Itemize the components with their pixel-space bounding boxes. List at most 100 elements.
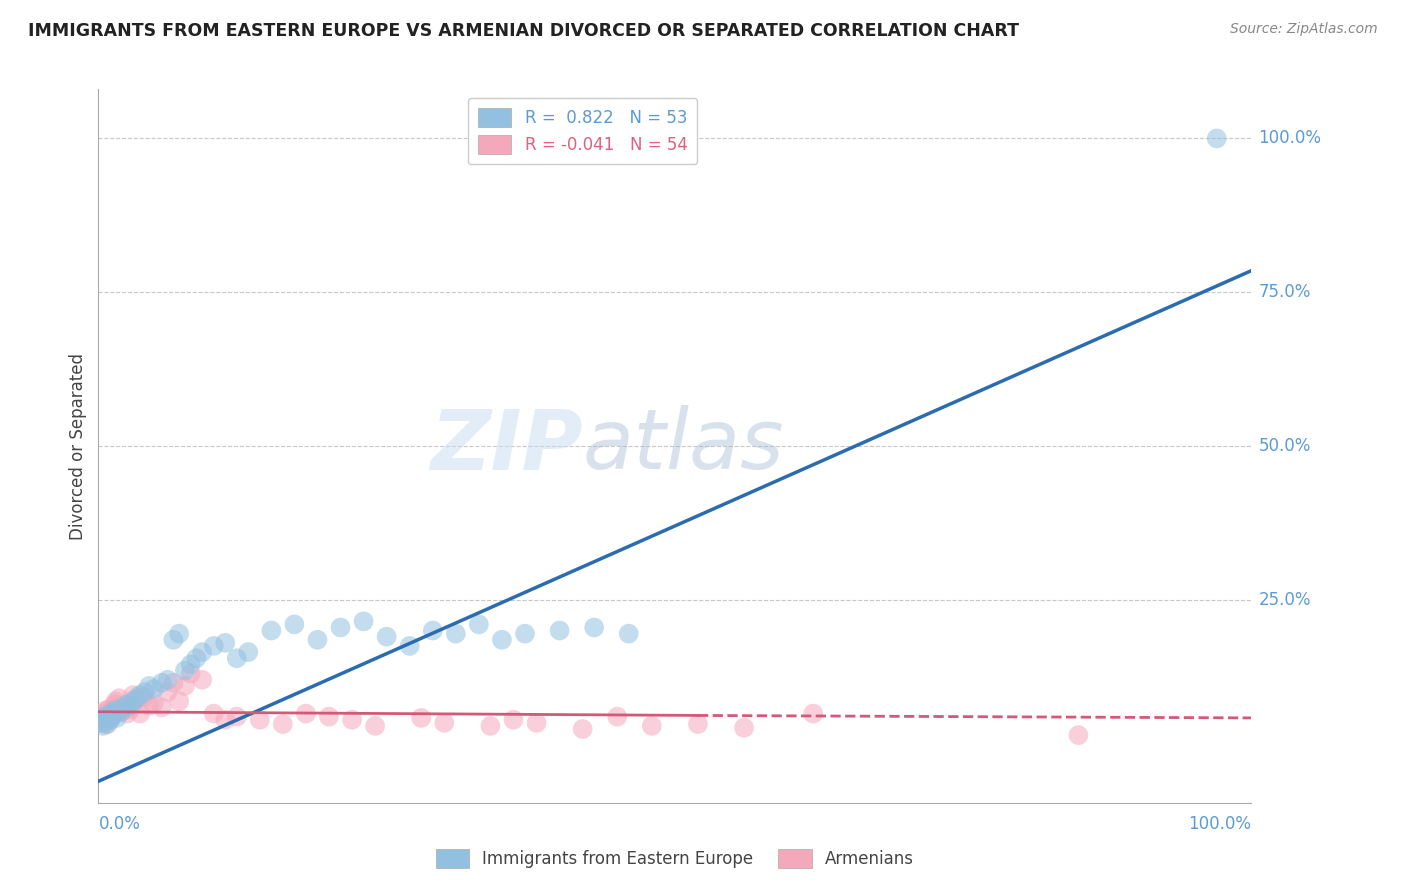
Point xyxy=(103,698,125,712)
Point xyxy=(90,709,112,723)
Point xyxy=(105,711,128,725)
Point xyxy=(138,698,160,713)
Point xyxy=(295,706,318,721)
Point xyxy=(94,714,117,729)
Point xyxy=(129,706,152,721)
Point xyxy=(125,692,148,706)
Point xyxy=(260,624,283,638)
Point xyxy=(156,673,179,687)
Point xyxy=(96,711,118,725)
Text: 100.0%: 100.0% xyxy=(1188,815,1251,833)
Point xyxy=(340,713,363,727)
Point xyxy=(353,615,375,629)
Point xyxy=(150,700,173,714)
Point xyxy=(617,626,640,640)
Point xyxy=(318,709,340,723)
Point xyxy=(606,709,628,723)
Point xyxy=(120,698,142,713)
Point xyxy=(491,632,513,647)
Text: 75.0%: 75.0% xyxy=(1258,283,1310,301)
Point xyxy=(162,632,184,647)
Point xyxy=(571,722,593,736)
Point xyxy=(1067,728,1090,742)
Point xyxy=(138,679,160,693)
Point xyxy=(110,705,132,719)
Text: ZIP: ZIP xyxy=(430,406,582,486)
Point xyxy=(513,626,536,640)
Point xyxy=(583,620,606,634)
Point xyxy=(98,713,121,727)
Point xyxy=(468,617,491,632)
Point xyxy=(364,719,387,733)
Point xyxy=(97,708,120,723)
Point xyxy=(422,624,444,638)
Point xyxy=(100,706,122,721)
Point xyxy=(97,702,120,716)
Point xyxy=(444,626,467,640)
Point xyxy=(89,713,111,727)
Legend: Immigrants from Eastern Europe, Armenians: Immigrants from Eastern Europe, Armenian… xyxy=(429,842,921,875)
Point xyxy=(117,698,138,712)
Point xyxy=(502,713,524,727)
Point xyxy=(162,676,184,690)
Point xyxy=(103,704,125,718)
Point xyxy=(101,709,124,723)
Point xyxy=(110,705,132,719)
Point xyxy=(548,624,571,638)
Point xyxy=(134,690,156,704)
Point xyxy=(101,704,124,718)
Point xyxy=(733,721,755,735)
Point xyxy=(375,630,398,644)
Point xyxy=(91,719,114,733)
Text: 50.0%: 50.0% xyxy=(1258,437,1310,455)
Point xyxy=(686,717,709,731)
Point xyxy=(122,694,145,708)
Point xyxy=(108,702,131,716)
Point xyxy=(96,717,118,731)
Point xyxy=(641,719,664,733)
Point xyxy=(433,715,456,730)
Point xyxy=(238,645,260,659)
Point xyxy=(271,717,294,731)
Point xyxy=(134,685,156,699)
Text: Source: ZipAtlas.com: Source: ZipAtlas.com xyxy=(1230,22,1378,37)
Text: 100.0%: 100.0% xyxy=(1258,129,1322,147)
Point xyxy=(90,713,112,727)
Point xyxy=(129,688,152,702)
Point xyxy=(117,706,138,721)
Legend: R =  0.822   N = 53, R = -0.041   N = 54: R = 0.822 N = 53, R = -0.041 N = 54 xyxy=(468,97,697,164)
Point xyxy=(167,626,190,640)
Point xyxy=(186,651,208,665)
Point xyxy=(108,691,131,706)
Point xyxy=(526,715,548,730)
Point xyxy=(156,685,179,699)
Point xyxy=(150,676,173,690)
Text: IMMIGRANTS FROM EASTERN EUROPE VS ARMENIAN DIVORCED OR SEPARATED CORRELATION CHA: IMMIGRANTS FROM EASTERN EUROPE VS ARMENI… xyxy=(28,22,1019,40)
Point xyxy=(214,713,236,727)
Point xyxy=(214,636,236,650)
Point xyxy=(329,620,352,634)
Point xyxy=(122,688,145,702)
Point xyxy=(93,713,115,727)
Point xyxy=(1205,131,1227,145)
Point xyxy=(97,717,120,731)
Point xyxy=(411,711,433,725)
Point xyxy=(91,706,114,721)
Point xyxy=(142,696,165,710)
Point xyxy=(202,639,225,653)
Point xyxy=(167,694,190,708)
Point xyxy=(112,698,135,713)
Point xyxy=(90,715,112,730)
Point xyxy=(112,700,135,714)
Point xyxy=(97,709,120,723)
Point xyxy=(225,709,247,723)
Y-axis label: Divorced or Separated: Divorced or Separated xyxy=(69,352,87,540)
Point xyxy=(180,657,202,672)
Point xyxy=(100,706,122,721)
Point xyxy=(105,700,128,714)
Point xyxy=(125,691,148,706)
Point xyxy=(249,713,271,727)
Point xyxy=(283,617,305,632)
Text: 0.0%: 0.0% xyxy=(98,815,141,833)
Point xyxy=(94,704,117,718)
